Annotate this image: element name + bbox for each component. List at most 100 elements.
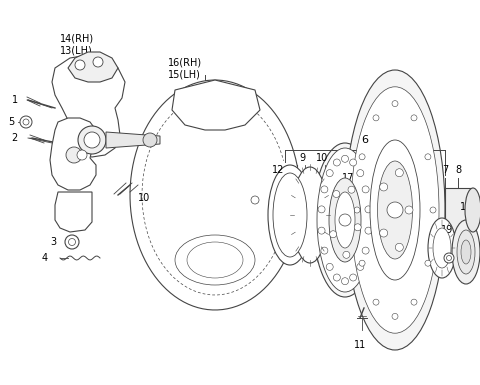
Circle shape <box>321 247 328 254</box>
Text: 1: 1 <box>12 95 18 105</box>
Text: 18: 18 <box>460 202 472 212</box>
Ellipse shape <box>461 240 471 264</box>
Circle shape <box>318 227 325 234</box>
Circle shape <box>392 100 398 107</box>
Text: 4: 4 <box>42 253 48 263</box>
Text: 2: 2 <box>12 133 18 143</box>
Circle shape <box>78 126 106 154</box>
Ellipse shape <box>351 87 439 333</box>
Circle shape <box>430 207 436 213</box>
Text: 6: 6 <box>361 135 369 145</box>
Circle shape <box>359 260 365 266</box>
Circle shape <box>425 260 431 266</box>
Circle shape <box>357 170 364 177</box>
Circle shape <box>20 116 32 128</box>
Circle shape <box>333 159 340 166</box>
Circle shape <box>425 154 431 160</box>
Circle shape <box>446 256 452 261</box>
Circle shape <box>359 154 365 160</box>
Circle shape <box>339 214 351 226</box>
Ellipse shape <box>175 235 255 285</box>
Circle shape <box>330 231 336 238</box>
Circle shape <box>333 274 340 281</box>
Circle shape <box>362 186 369 193</box>
Text: 10: 10 <box>316 153 328 163</box>
Circle shape <box>380 183 388 191</box>
Circle shape <box>341 155 348 162</box>
Circle shape <box>354 207 360 213</box>
Circle shape <box>365 227 372 234</box>
Text: 3: 3 <box>50 237 56 247</box>
Text: 14(RH): 14(RH) <box>60 33 94 43</box>
Ellipse shape <box>268 165 312 265</box>
Circle shape <box>411 299 417 305</box>
Text: 7: 7 <box>442 165 448 175</box>
Text: 13(LH): 13(LH) <box>60 45 93 55</box>
Circle shape <box>387 202 403 218</box>
Polygon shape <box>445 188 473 232</box>
Circle shape <box>84 132 100 148</box>
Circle shape <box>66 147 82 163</box>
Ellipse shape <box>187 242 243 278</box>
Circle shape <box>143 133 157 147</box>
Circle shape <box>75 60 85 70</box>
Ellipse shape <box>273 173 307 257</box>
Ellipse shape <box>329 178 361 262</box>
Circle shape <box>318 206 325 213</box>
Circle shape <box>93 57 103 67</box>
Polygon shape <box>106 132 160 148</box>
Circle shape <box>326 170 333 177</box>
Ellipse shape <box>452 220 480 284</box>
Text: 9: 9 <box>299 153 305 163</box>
Ellipse shape <box>313 143 377 297</box>
Ellipse shape <box>377 161 412 259</box>
Ellipse shape <box>370 140 420 280</box>
Text: 12: 12 <box>272 165 284 175</box>
Polygon shape <box>55 192 92 232</box>
Circle shape <box>321 186 328 193</box>
Circle shape <box>373 299 379 305</box>
Polygon shape <box>52 55 125 157</box>
Circle shape <box>251 196 259 204</box>
Text: 19: 19 <box>441 225 453 235</box>
Polygon shape <box>50 118 96 190</box>
Circle shape <box>392 313 398 320</box>
Circle shape <box>348 186 355 193</box>
Text: 5: 5 <box>8 117 14 127</box>
Ellipse shape <box>433 228 451 268</box>
Circle shape <box>396 243 403 251</box>
Ellipse shape <box>292 167 328 263</box>
Circle shape <box>357 263 364 270</box>
Circle shape <box>333 191 340 198</box>
Circle shape <box>411 115 417 121</box>
Text: 11: 11 <box>354 340 366 350</box>
Ellipse shape <box>457 230 475 274</box>
Text: 16(RH): 16(RH) <box>168 57 202 67</box>
Text: 15(LH): 15(LH) <box>168 69 201 79</box>
Ellipse shape <box>465 188 480 232</box>
Circle shape <box>396 169 403 177</box>
Circle shape <box>23 119 29 125</box>
Ellipse shape <box>317 148 373 292</box>
Circle shape <box>349 159 357 166</box>
Circle shape <box>349 274 357 281</box>
Text: 17: 17 <box>342 173 354 183</box>
Circle shape <box>69 238 75 246</box>
Polygon shape <box>172 80 260 130</box>
Circle shape <box>343 251 350 258</box>
Circle shape <box>65 235 79 249</box>
Text: 8: 8 <box>455 165 461 175</box>
Circle shape <box>405 206 413 214</box>
Circle shape <box>326 263 333 270</box>
Circle shape <box>362 247 369 254</box>
Circle shape <box>77 150 87 160</box>
Ellipse shape <box>345 70 445 350</box>
Ellipse shape <box>335 192 355 248</box>
Circle shape <box>341 278 348 285</box>
Circle shape <box>373 115 379 121</box>
Circle shape <box>380 229 388 237</box>
Circle shape <box>354 224 361 231</box>
Circle shape <box>365 206 372 213</box>
Ellipse shape <box>428 218 456 278</box>
Polygon shape <box>68 52 118 82</box>
